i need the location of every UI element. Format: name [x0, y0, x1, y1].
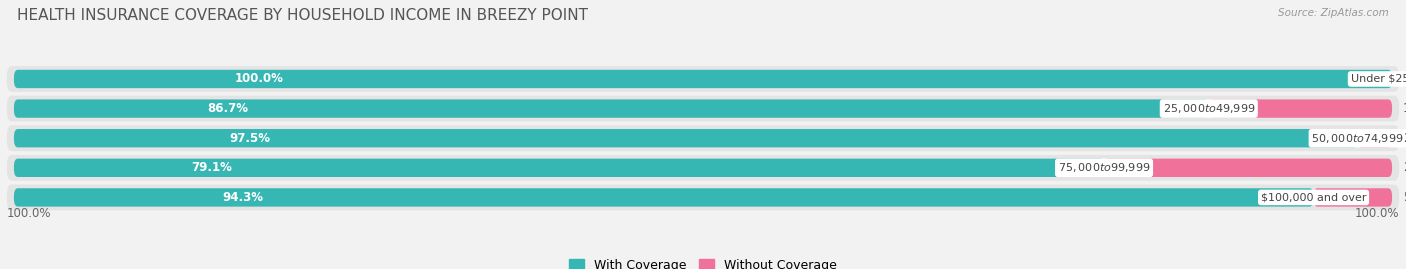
- Text: 86.7%: 86.7%: [207, 102, 247, 115]
- Text: $100,000 and over: $100,000 and over: [1261, 192, 1367, 203]
- FancyBboxPatch shape: [7, 96, 1399, 122]
- FancyBboxPatch shape: [7, 155, 1399, 181]
- FancyBboxPatch shape: [1104, 159, 1392, 177]
- FancyBboxPatch shape: [1209, 100, 1392, 118]
- Text: $75,000 to $99,999: $75,000 to $99,999: [1057, 161, 1150, 174]
- FancyBboxPatch shape: [14, 100, 1209, 118]
- Text: 97.5%: 97.5%: [229, 132, 270, 145]
- Text: 13.3%: 13.3%: [1403, 102, 1406, 115]
- Text: 79.1%: 79.1%: [191, 161, 232, 174]
- Text: 100.0%: 100.0%: [7, 207, 52, 220]
- Text: HEALTH INSURANCE COVERAGE BY HOUSEHOLD INCOME IN BREEZY POINT: HEALTH INSURANCE COVERAGE BY HOUSEHOLD I…: [17, 8, 588, 23]
- Text: $50,000 to $74,999: $50,000 to $74,999: [1312, 132, 1403, 145]
- FancyBboxPatch shape: [7, 125, 1399, 151]
- Text: Under $25,000: Under $25,000: [1351, 74, 1406, 84]
- FancyBboxPatch shape: [14, 159, 1104, 177]
- FancyBboxPatch shape: [1313, 188, 1392, 207]
- FancyBboxPatch shape: [14, 188, 1313, 207]
- Text: 20.9%: 20.9%: [1403, 161, 1406, 174]
- Text: 100.0%: 100.0%: [235, 72, 283, 86]
- Text: $25,000 to $49,999: $25,000 to $49,999: [1163, 102, 1256, 115]
- FancyBboxPatch shape: [1358, 129, 1392, 147]
- Text: 2.5%: 2.5%: [1403, 132, 1406, 145]
- FancyBboxPatch shape: [14, 70, 1392, 88]
- Text: 5.7%: 5.7%: [1403, 191, 1406, 204]
- FancyBboxPatch shape: [7, 66, 1399, 92]
- FancyBboxPatch shape: [7, 185, 1399, 210]
- Legend: With Coverage, Without Coverage: With Coverage, Without Coverage: [564, 254, 842, 269]
- Text: 100.0%: 100.0%: [1354, 207, 1399, 220]
- FancyBboxPatch shape: [14, 129, 1358, 147]
- Text: 94.3%: 94.3%: [222, 191, 264, 204]
- Text: Source: ZipAtlas.com: Source: ZipAtlas.com: [1278, 8, 1389, 18]
